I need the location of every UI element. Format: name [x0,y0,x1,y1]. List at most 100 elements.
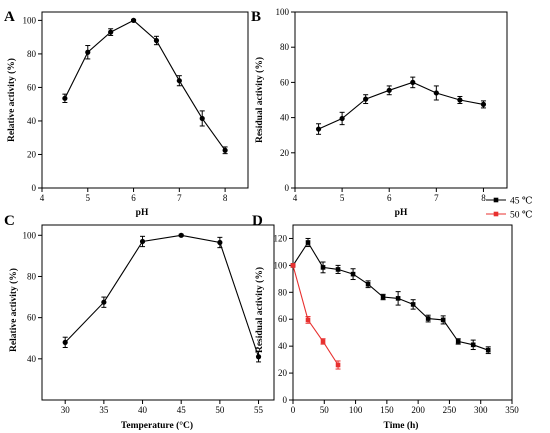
panel-d-series-1-point [305,317,311,323]
panel-c: C 30 35 40 45 50 55 40 60 80 100 Temperature (°C)… [4,213,275,431]
panel-b-point [433,90,439,96]
panel-b-ytick-label: 100 [276,7,290,17]
panel-a-point [199,115,205,122]
panel-c-point [255,354,262,360]
panel-d-series-1-point [320,339,326,344]
panel-a-xtick-label: 7 [177,193,182,203]
panel-b-frame [294,11,508,189]
panel-c-xtick-label: 35 [99,405,109,415]
panel-c-xtick-label: 50 [215,405,225,415]
panel-c-xtick-label: 45 [177,405,187,415]
panel-d-xtick-label: 350 [505,405,519,415]
panel-a-xtick-label: 5 [86,193,91,203]
panel-b-xtick-label: 4 [293,193,298,203]
panel-b-xtick-label: 6 [387,193,392,203]
panel-c-label: C [4,213,15,229]
panel-b-ylabel: Residual activity (%) [254,57,265,143]
panel-c-xtick-label: 30 [61,405,71,415]
panel-d-series-0-point [470,342,476,348]
panel-c-point [62,339,68,345]
panel-d-xtick-label: 200 [411,405,425,415]
panel-b-xtick-label: 8 [481,193,486,203]
panel-b-ytick-label: 20 [280,148,290,158]
panel-d-series-1-point [290,263,296,268]
panel-a-xtick-label: 8 [223,193,228,203]
panel-a-ytick-label: 0 [32,183,37,193]
panel-d-ytick-label: 40 [278,341,288,351]
panel-c-xlabel: Temperature (°C) [121,420,193,431]
panel-c-point [139,238,146,245]
panel-d-series-0-point [440,317,446,323]
panel-a-ytick-label: 60 [27,82,37,92]
panel-d-series-1-point [335,362,341,368]
panel-a-frame [41,11,249,189]
panel-b-xtick-label: 7 [434,193,439,203]
panel-a-label: A [4,9,15,25]
panel-c-plot: 30 35 40 45 50 55 40 60 80 100 [23,224,275,415]
panel-b-point [363,96,369,102]
panel-d-legend-label: 50 ℃ [510,211,533,221]
panel-b-point [480,101,487,107]
panel-b-series-0-line [318,81,484,130]
panel-d-legend-label: 45 ℃ [510,197,533,207]
panel-d-series-0-point [305,240,311,245]
panel-d-xtick-label: 150 [380,405,394,415]
panel-d-ytick-label: 120 [274,233,288,243]
panel-d-xtick-label: 50 [320,405,330,415]
panel-d-series-0-point [350,271,356,277]
panel-d-label: D [252,213,263,229]
panel-b-label: B [251,9,261,25]
panel-c-ytick-label: 40 [27,354,37,364]
panel-d-series-0-point [365,281,371,287]
panel-b-point [457,97,463,103]
panel-d-series-0-point [425,316,431,321]
panel-c-point [101,299,107,305]
panel-d-plot: 0 50 100 150 200 250 300 350 0 20 40 60 80 100 120 [274,224,519,415]
panel-d: D 0 50 100 150 200 250 300 350 0 20 40 60 80 100 120 T… [252,197,533,432]
panel-d-xlabel: Time (h) [384,420,419,431]
panel-b-ytick-label: 60 [280,77,290,87]
panel-b-point [386,87,392,93]
panel-b-point [410,79,416,85]
panel-d-series-0-point [320,265,326,270]
panel-d-legend: 45 ℃ 50 ℃ [486,197,533,221]
panel-c-xtick-label: 40 [138,405,148,415]
panel-d-series-0-point [395,296,401,301]
panel-a-xtick-label: 4 [40,193,45,203]
panel-b-ytick-label: 40 [280,113,290,123]
panel-d-frame [292,224,513,401]
panel-d-series-0-point [410,302,416,307]
panel-a-point [62,95,68,101]
panel-d-series-1-line [292,265,339,366]
panel-a-point [222,147,228,153]
panel-b-point [339,115,345,122]
panel-d-ytick-label: 20 [278,368,288,378]
panel-d-legend-marker [493,211,499,217]
panel-d-series-0-point [455,339,461,344]
panel-d-xtick-label: 100 [349,405,363,415]
panel-c-xtick-label: 55 [254,405,264,415]
panel-d-series-0-point [335,267,341,272]
panel-c-point [217,239,223,246]
panel-d-ytick-label: 60 [278,314,288,324]
panel-d-xtick-label: 0 [291,405,296,415]
panel-d-ylabel: Residual activity (%) [254,267,265,353]
panel-a-ytick-label: 100 [23,15,37,25]
panel-c-series-0-line [64,234,260,357]
panel-b-xlabel: pH [395,208,408,218]
panel-c-frame [41,224,275,401]
panel-a-point [153,37,160,44]
panel-a-series-0-line [64,19,226,151]
panel-d-series-0-point [380,294,386,300]
panel-a-point [176,78,182,84]
panel-a-ylabel: Relative activity (%) [6,58,17,142]
panel-b-xtick-label: 5 [340,193,345,203]
panel-d-series-0-line [292,241,489,351]
panel-d-xtick-label: 250 [443,405,457,415]
panel-a-ytick-label: 20 [27,149,37,159]
